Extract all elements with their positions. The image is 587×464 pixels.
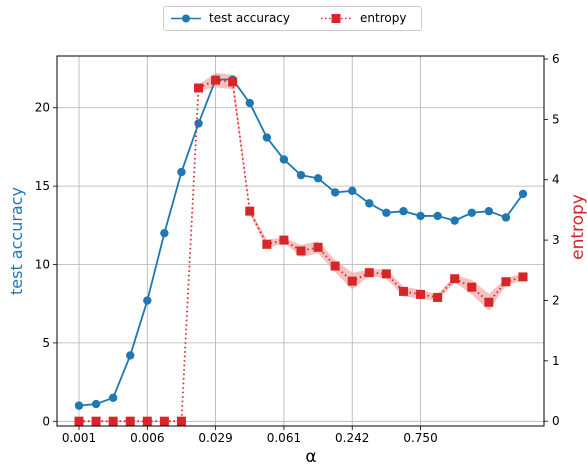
- accuracy-point: [126, 351, 135, 360]
- y-right-tick-label: 1: [552, 354, 560, 368]
- legend-entropy-swatch: [321, 14, 351, 23]
- entropy-point: [347, 276, 357, 286]
- entropy-point: [433, 292, 443, 302]
- y-right-tick-label: 0: [552, 414, 560, 428]
- entropy-point: [176, 416, 186, 426]
- y-right-tick-label: 2: [552, 293, 560, 307]
- y-left-tick-label: 10: [35, 258, 50, 272]
- accuracy-point: [160, 228, 169, 238]
- entropy-point: [398, 286, 408, 296]
- legend-accuracy-swatch: [171, 14, 201, 23]
- entropy-point: [194, 83, 204, 93]
- y-left-tick-label: 15: [35, 179, 50, 193]
- entropy-point: [159, 416, 169, 426]
- legend-entropy-label: entropy: [360, 11, 407, 25]
- y-left-tick-label: 20: [35, 101, 50, 115]
- entropy-point: [484, 297, 494, 307]
- y-left-tick-label: 0: [42, 414, 50, 428]
- accuracy-point: [365, 199, 374, 208]
- accuracy-point: [467, 208, 476, 217]
- entropy-point: [245, 206, 255, 216]
- accuracy-point: [330, 188, 340, 197]
- accuracy-point: [399, 207, 408, 216]
- accuracy-point: [501, 213, 511, 222]
- accuracy-point: [382, 208, 391, 217]
- accuracy-point: [279, 155, 289, 164]
- entropy-point: [296, 246, 306, 256]
- y-right-tick-label: 3: [552, 233, 560, 247]
- x-tick-label: 0.001: [62, 431, 96, 445]
- accuracy-point: [177, 167, 186, 177]
- y-axis-left-label: test accuracy: [7, 187, 26, 295]
- accuracy-point: [313, 174, 323, 183]
- accuracy-point: [108, 393, 118, 402]
- accuracy-point: [74, 401, 84, 410]
- accuracy-series: [74, 75, 528, 410]
- axes: 0.001 0.006 0.029 0.061 0.242 0.7500510152001…: [35, 52, 560, 445]
- entropy-series: [74, 75, 528, 426]
- x-tick-label: 0.750: [403, 431, 437, 445]
- accuracy-point: [296, 170, 306, 180]
- entropy-point: [313, 242, 323, 252]
- accuracy-point: [194, 119, 203, 128]
- x-tick-label: 0.242: [335, 431, 369, 445]
- entropy-point: [416, 289, 426, 299]
- entropy-point: [381, 269, 391, 279]
- entropy-point: [364, 268, 374, 278]
- accuracy-point: [348, 186, 357, 196]
- y-axis-right-label: entropy: [568, 194, 587, 260]
- entropy-point: [125, 416, 135, 426]
- accuracy-point: [143, 296, 152, 305]
- entropy-point: [467, 282, 477, 292]
- entropy-point: [518, 272, 528, 282]
- entropy-line: [79, 79, 524, 423]
- entropy-point: [108, 416, 118, 426]
- entropy-point: [142, 416, 152, 426]
- entropy-point: [228, 77, 238, 87]
- plot-frame: [56, 55, 545, 427]
- accuracy-point: [416, 211, 425, 221]
- accuracy-point: [450, 216, 459, 225]
- accuracy-point: [484, 207, 494, 216]
- entropy-point: [501, 277, 511, 287]
- accuracy-point: [245, 98, 254, 108]
- entropy-point: [279, 235, 289, 245]
- accuracy-point: [262, 133, 272, 142]
- legend: test accuracy entropy: [163, 6, 422, 31]
- entropy-point: [211, 75, 221, 85]
- y-right-tick-label: 5: [552, 112, 560, 126]
- accuracy-point: [91, 399, 101, 409]
- accuracy-point: [433, 211, 442, 221]
- accuracy-point: [518, 189, 528, 199]
- entropy-point: [450, 274, 460, 284]
- entropy-point: [262, 239, 272, 249]
- y-left-tick-label: 5: [42, 336, 50, 350]
- y-right-tick-label: 4: [552, 173, 560, 187]
- x-tick-label: 0.029: [198, 431, 232, 445]
- entropy-point: [74, 416, 84, 426]
- entropy-point: [330, 261, 340, 271]
- x-tick-label: 0.061: [267, 431, 301, 445]
- y-right-tick-label: 6: [552, 52, 560, 66]
- legend-accuracy-label: test accuracy: [209, 11, 290, 25]
- plot-background: [57, 56, 544, 426]
- x-axis-label: α: [305, 447, 316, 464]
- entropy-point: [91, 416, 101, 426]
- x-tick-label: 0.006: [130, 431, 164, 445]
